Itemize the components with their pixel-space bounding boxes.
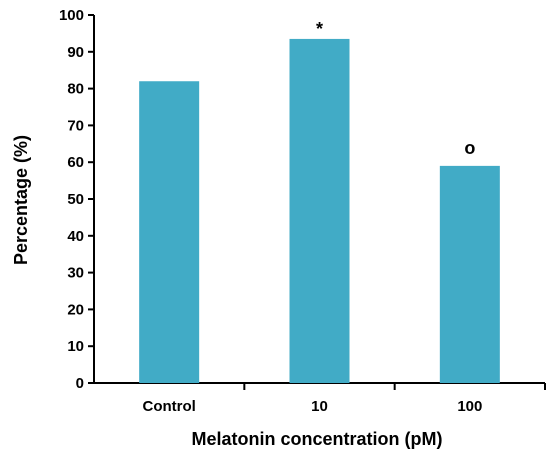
y-tick-label: 80 — [67, 81, 84, 98]
y-tick-label: 100 — [59, 7, 84, 24]
y-tick-label: 70 — [67, 117, 84, 134]
significance-marker: o — [464, 138, 475, 158]
y-tick-label: 0 — [76, 375, 84, 392]
y-tick-label: 30 — [67, 265, 84, 282]
y-tick-label: 10 — [67, 338, 84, 355]
y-tick-label: 60 — [67, 154, 84, 171]
y-tick-label: 50 — [67, 191, 84, 208]
y-axis: 0 10 20 30 40 50 60 70 80 90 100 — [59, 7, 95, 392]
x-axis: Control 10 100 — [94, 382, 546, 415]
x-axis-title: Melatonin concentration (pM) — [192, 429, 443, 449]
bar-10 — [289, 38, 350, 384]
x-tick-label: Control — [143, 398, 196, 415]
y-tick-label: 90 — [67, 44, 84, 61]
x-tick-label: 100 — [457, 398, 482, 415]
x-tick-label: 10 — [311, 398, 328, 415]
bars — [139, 38, 500, 384]
y-tick-label: 40 — [67, 228, 84, 245]
y-axis-title: Percentage (%) — [11, 135, 31, 265]
bar-100 — [439, 165, 500, 383]
y-tick-label: 20 — [67, 301, 84, 318]
significance-marker: * — [316, 19, 323, 39]
bar-control — [139, 81, 200, 384]
bar-annotations: *o — [316, 19, 475, 158]
